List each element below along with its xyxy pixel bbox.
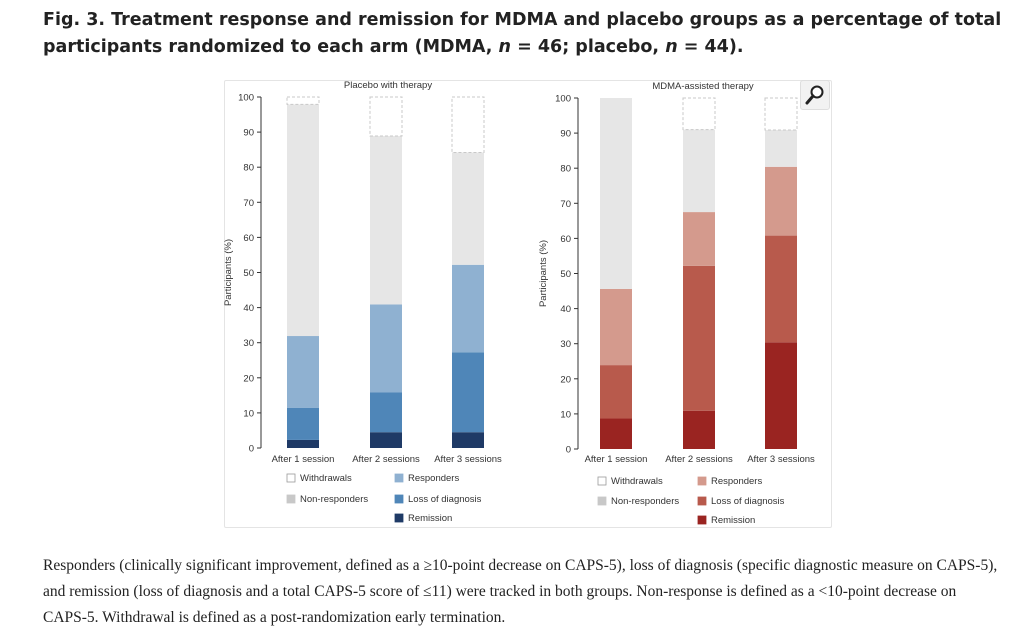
y-tick-label: 90: [243, 128, 254, 139]
y-tick-label: 0: [249, 444, 254, 455]
y-tick-label: 10: [560, 409, 571, 420]
bar-segment-withdrawals: [682, 97, 716, 131]
legend-swatch: [697, 515, 707, 525]
legend-swatch: [394, 473, 404, 483]
bar-segment-responders: [287, 336, 319, 408]
bar-segment-remission: [370, 432, 402, 448]
y-tick-label: 20: [560, 374, 571, 385]
caption-prefix: Fig. 3. Treatment response and remission…: [43, 10, 1002, 57]
y-tick-label: 90: [560, 129, 571, 140]
legend-label: Loss of diagnosis: [711, 496, 785, 507]
legend-swatch: [697, 496, 707, 506]
figure-footnote: Responders (clinically significant impro…: [43, 557, 998, 626]
y-tick-label: 30: [560, 339, 571, 350]
y-tick-label: 60: [560, 234, 571, 245]
legend-label: Remission: [711, 515, 755, 526]
bar-segment-loss-of-diagnosis: [452, 352, 484, 433]
legend-label: Withdrawals: [611, 476, 663, 487]
y-tick-label: 30: [243, 338, 254, 349]
legend-swatch: [597, 496, 607, 506]
bar-segment-withdrawals: [764, 97, 798, 131]
legend-swatch: [697, 476, 707, 486]
y-tick-label: 10: [243, 408, 254, 419]
legend-swatch: [394, 513, 404, 523]
caption-mid: = 46; placebo,: [511, 37, 666, 57]
bar-segment-responders: [370, 304, 402, 393]
bar-segment-responders: [452, 264, 484, 353]
caption-suffix: = 44).: [677, 37, 744, 57]
legend-label: Responders: [711, 476, 762, 487]
caption-n-symbol-2: n: [665, 37, 678, 57]
legend-label: Non-responders: [300, 494, 368, 505]
legend-label: Non-responders: [611, 496, 679, 507]
bar-segment-responders: [683, 212, 715, 266]
legend-label: Responders: [408, 473, 459, 484]
bar-segment-remission: [452, 432, 484, 448]
y-tick-label: 70: [243, 198, 254, 209]
bar-segment-loss-of-diagnosis: [287, 407, 319, 440]
y-tick-label: 70: [560, 199, 571, 210]
x-category-label: After 3 sessions: [434, 454, 502, 465]
y-tick-label: 100: [555, 94, 571, 105]
figure-panel: [224, 80, 832, 528]
legend-label: Withdrawals: [300, 473, 352, 484]
y-tick-label: 50: [560, 269, 571, 280]
bar-segment-non-responders: [370, 135, 402, 305]
chart-1: Placebo with therapy Participants (%) 0 10 2…: [223, 80, 502, 524]
y-tick-label: 100: [238, 93, 254, 104]
legend-swatch: [286, 473, 296, 483]
bar-segment-responders: [600, 288, 632, 366]
legend-label: Remission: [408, 513, 452, 524]
magnify-button[interactable]: [800, 80, 830, 110]
y-tick-label: 40: [243, 303, 254, 314]
y-tick-label: 80: [243, 163, 254, 174]
bar-segment-remission: [765, 342, 797, 449]
x-category-label: After 1 session: [585, 454, 648, 465]
bar-segment-loss-of-diagnosis: [765, 235, 797, 343]
y-tick-label: 40: [560, 304, 571, 315]
x-category-label: After 2 sessions: [665, 454, 733, 465]
bar-segment-remission: [683, 410, 715, 449]
bar-segment-loss-of-diagnosis: [600, 365, 632, 419]
y-tick-label: 0: [566, 445, 571, 456]
bar-segment-withdrawals: [451, 96, 485, 153]
magnifier-icon: [805, 85, 824, 105]
bar-segment-non-responders: [600, 98, 632, 289]
chart-title: MDMA-assisted therapy: [652, 81, 754, 92]
bar-segment-non-responders: [287, 104, 319, 337]
y-tick-label: 80: [560, 164, 571, 175]
bar-segment-remission: [600, 418, 632, 449]
bar-segment-withdrawals: [286, 96, 320, 105]
caption-n-symbol: n: [498, 37, 512, 57]
y-tick-label: 60: [243, 233, 254, 244]
legend-label: Loss of diagnosis: [408, 494, 482, 505]
bar-segment-withdrawals: [369, 96, 403, 137]
chart-title: Placebo with therapy: [344, 80, 432, 91]
y-axis-label: Participants (%): [223, 239, 234, 306]
bar-segment-non-responders: [765, 129, 797, 167]
legend-swatch: [597, 476, 607, 486]
bar-segment-responders: [765, 166, 797, 236]
x-category-label: After 2 sessions: [352, 454, 420, 465]
y-tick-label: 50: [243, 268, 254, 279]
bar-segment-non-responders: [683, 129, 715, 213]
x-category-label: After 3 sessions: [747, 454, 815, 465]
bar-segment-non-responders: [452, 152, 484, 265]
y-tick-label: 20: [243, 373, 254, 384]
legend-swatch: [394, 494, 404, 504]
bar-segment-loss-of-diagnosis: [370, 392, 402, 433]
bar-segment-loss-of-diagnosis: [683, 265, 715, 411]
chart-2: MDMA-assisted therapy Participants (%) 0 10…: [538, 81, 815, 526]
figure-caption: Fig. 3. Treatment response and remission…: [43, 7, 1003, 61]
bar-segment-remission: [287, 439, 319, 448]
x-category-label: After 1 session: [272, 454, 335, 465]
y-axis-label: Participants (%): [538, 240, 549, 307]
legend-swatch: [286, 494, 296, 504]
